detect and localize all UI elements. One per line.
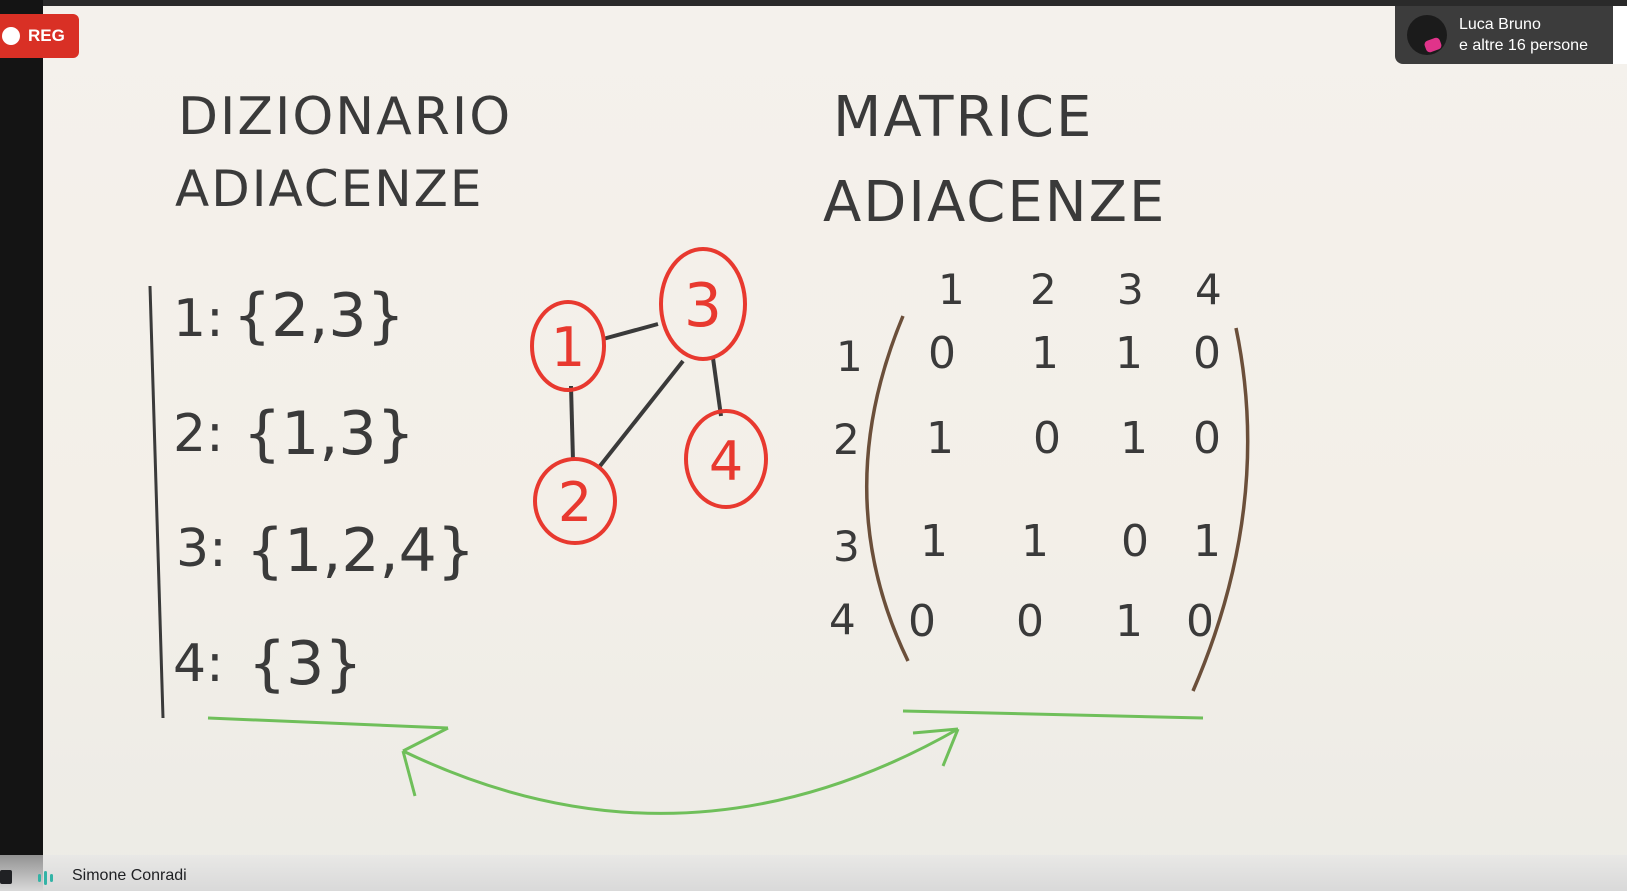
- video-feed: DIZIONARIO ADIACENZE MATRICE ADIACENZE 1…: [43, 6, 1627, 891]
- whiteboard-drawing: DIZIONARIO ADIACENZE MATRICE ADIACENZE 1…: [148, 85, 1250, 815]
- matrix-cell-2-4: 0: [1193, 413, 1221, 464]
- matrix-cell-4-2: 0: [1016, 596, 1044, 647]
- matrix-cell-1-2: 1: [1031, 328, 1059, 379]
- matrix-left-paren: [865, 315, 910, 662]
- graph-diagram: 1 2 3 4: [530, 247, 768, 545]
- graph-node-4: [684, 409, 768, 509]
- avatar-icon: [1407, 15, 1447, 55]
- matrix-cell-1-4: 0: [1193, 328, 1221, 379]
- arrow-curve: [402, 727, 959, 815]
- dictionary-bracket: [148, 285, 165, 719]
- matrix-cell-2-2: 0: [1033, 413, 1061, 464]
- matrix-cell-1-3: 1: [1115, 328, 1143, 379]
- graph-node-3: [659, 247, 747, 361]
- dict-key-3: 3:: [176, 519, 227, 579]
- matrix-row-header-4: 4: [829, 595, 856, 644]
- matrix-row-header-2: 2: [833, 415, 860, 464]
- right-title-line1: MATRICE: [833, 85, 1093, 150]
- graph-node-4-label: 4: [709, 430, 743, 493]
- matrix-col-header-2: 2: [1030, 265, 1057, 314]
- matrix-cell-3-1: 1: [920, 516, 948, 567]
- dict-value-3: {1,2,4}: [246, 516, 475, 586]
- matrix-cell-2-1: 1: [926, 413, 954, 464]
- matrix-cell-3-3: 0: [1121, 516, 1149, 567]
- matrix-cell-3-2: 1: [1021, 516, 1049, 567]
- matrix-row-header-3: 3: [833, 522, 860, 571]
- edge-1-2: [569, 385, 575, 462]
- graph-node-2-label: 2: [558, 471, 592, 534]
- edge-1-3: [602, 322, 659, 341]
- dict-value-1: {2,3}: [233, 281, 405, 351]
- speaker-bar: [0, 855, 1627, 891]
- left-panel-edge: [0, 0, 43, 891]
- graph-node-1-label: 1: [551, 316, 585, 379]
- participants-text: Luca Bruno e altre 16 persone: [1459, 14, 1588, 56]
- dictionary-list: 1: {2,3} 2: {1,3} 3: {1,2,4} 4: {3}: [173, 281, 475, 699]
- arrow-head-left: [401, 726, 449, 797]
- dict-value-4: {3}: [248, 629, 363, 699]
- speaker-name: Simone Conradi: [72, 867, 187, 884]
- record-dot-icon: [2, 27, 20, 45]
- dict-key-4: 4:: [173, 634, 224, 694]
- graph-node-3-label: 3: [684, 271, 722, 341]
- adjacency-matrix: 1 2 3 4 1 2 3 4 0 1 1 0 1 0 1 0 1 1 0 1 …: [829, 265, 1250, 692]
- edge-2-3: [598, 359, 685, 468]
- participant-name: Luca Bruno: [1459, 16, 1541, 33]
- left-title-line1: DIZIONARIO: [178, 87, 512, 147]
- dict-key-2: 2:: [173, 404, 224, 464]
- participants-others: e altre 16 persone: [1459, 37, 1588, 54]
- arrow-head-right: [912, 727, 960, 767]
- participants-chip[interactable]: Luca Bruno e altre 16 persone: [1395, 6, 1627, 64]
- right-title-line2: ADIACENZE: [823, 170, 1166, 235]
- matrix-cell-3-4: 1: [1193, 516, 1221, 567]
- matrix-right-paren: [1191, 327, 1250, 692]
- edge-3-4: [711, 357, 723, 417]
- matrix-col-header-3: 3: [1117, 265, 1144, 314]
- graph-node-1: [530, 300, 606, 392]
- matrix-cell-4-3: 1: [1115, 596, 1143, 647]
- window-top-edge: [0, 0, 1627, 6]
- matrix-row-header-1: 1: [836, 332, 863, 381]
- matrix-cell-4-1: 0: [908, 596, 936, 647]
- green-double-arrow: [207, 709, 1204, 815]
- dict-value-2: {1,3}: [243, 399, 415, 469]
- right-underline: [902, 709, 1204, 720]
- recording-label: REG: [28, 26, 65, 45]
- graph-node-2: [533, 457, 617, 545]
- camera-icon: [0, 870, 12, 884]
- left-title-line2: ADIACENZE: [175, 160, 484, 218]
- mic-activity-icon: [38, 870, 56, 886]
- participants-edge: [1613, 6, 1627, 64]
- dict-key-1: 1:: [173, 289, 224, 349]
- recording-badge: REG: [0, 14, 79, 58]
- matrix-cell-1-1: 0: [928, 328, 956, 379]
- matrix-col-header-4: 4: [1195, 265, 1222, 314]
- matrix-cell-4-4: 0: [1186, 596, 1214, 647]
- matrix-cell-2-3: 1: [1120, 413, 1148, 464]
- matrix-col-header-1: 1: [938, 265, 965, 314]
- left-underline: [207, 716, 449, 730]
